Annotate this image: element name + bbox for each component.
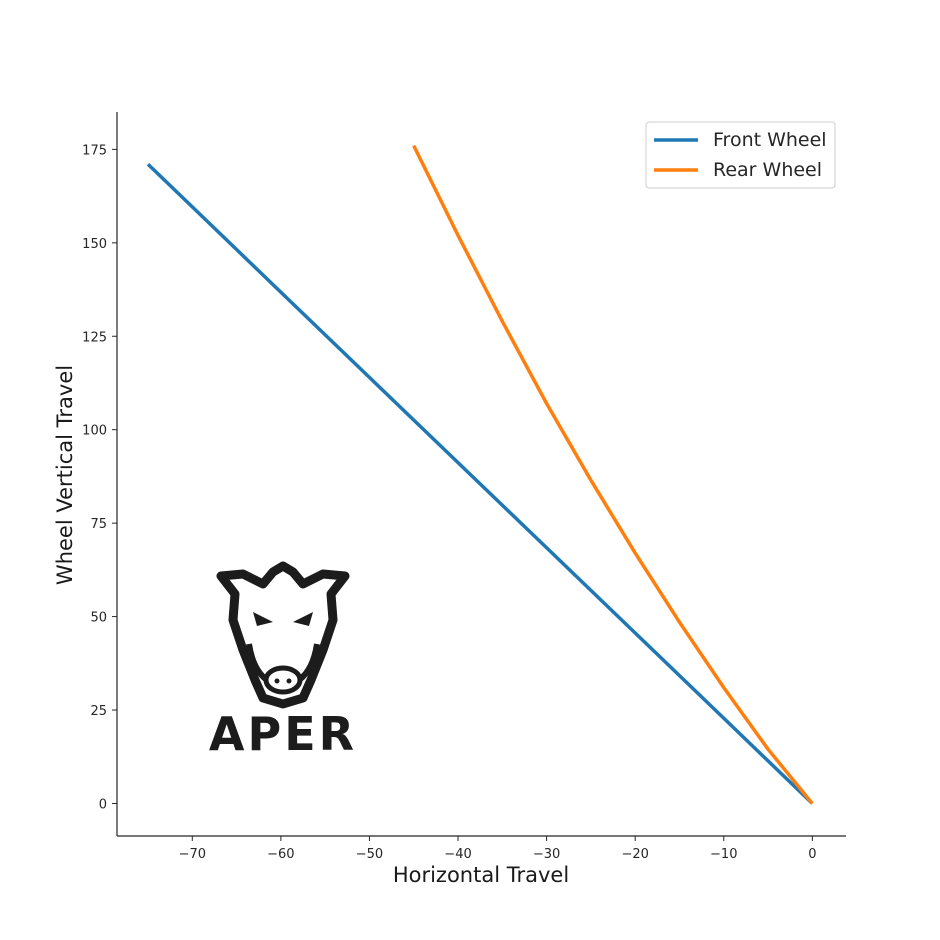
x-tick-label: −30 bbox=[533, 847, 560, 862]
x-tick-label: −40 bbox=[444, 847, 471, 862]
y-tick-label: 75 bbox=[90, 517, 107, 532]
series-line-front-wheel bbox=[146, 163, 814, 805]
boar-logo: APER bbox=[209, 561, 357, 761]
y-tick-label: 125 bbox=[82, 330, 107, 345]
y-tick-label: 175 bbox=[82, 143, 107, 158]
legend-label-rear: Rear Wheel bbox=[713, 159, 822, 181]
y-tick-label: 150 bbox=[82, 237, 107, 252]
legend-label-front: Front Wheel bbox=[713, 129, 827, 151]
x-tick-label: −50 bbox=[356, 847, 383, 862]
y-tick-label: 0 bbox=[99, 797, 107, 812]
x-tick-label: 0 bbox=[808, 847, 816, 862]
logo-text: APER bbox=[209, 707, 357, 761]
x-tick-label: −20 bbox=[621, 847, 648, 862]
x-tick-label: −70 bbox=[179, 847, 206, 862]
x-tick-label: −10 bbox=[710, 847, 737, 862]
y-tick-label: 100 bbox=[82, 424, 107, 439]
y-axis-title: Wheel Vertical Travel bbox=[53, 365, 77, 585]
y-tick-label: 25 bbox=[90, 704, 107, 719]
y-tick-label: 50 bbox=[90, 611, 107, 626]
legend: Front Wheel Rear Wheel bbox=[645, 121, 836, 189]
series-layer bbox=[146, 144, 814, 805]
x-tick-label: −60 bbox=[267, 847, 294, 862]
ticks: −70 −60 −50 −40 −30 −20 −10 0 0 25 50 75 100 125 150 17… bbox=[82, 143, 816, 862]
boar-head-icon bbox=[216, 561, 350, 709]
axes bbox=[116, 112, 846, 837]
x-axis-title: Horizontal Travel bbox=[393, 863, 569, 887]
series-line-rear-wheel bbox=[412, 144, 814, 805]
